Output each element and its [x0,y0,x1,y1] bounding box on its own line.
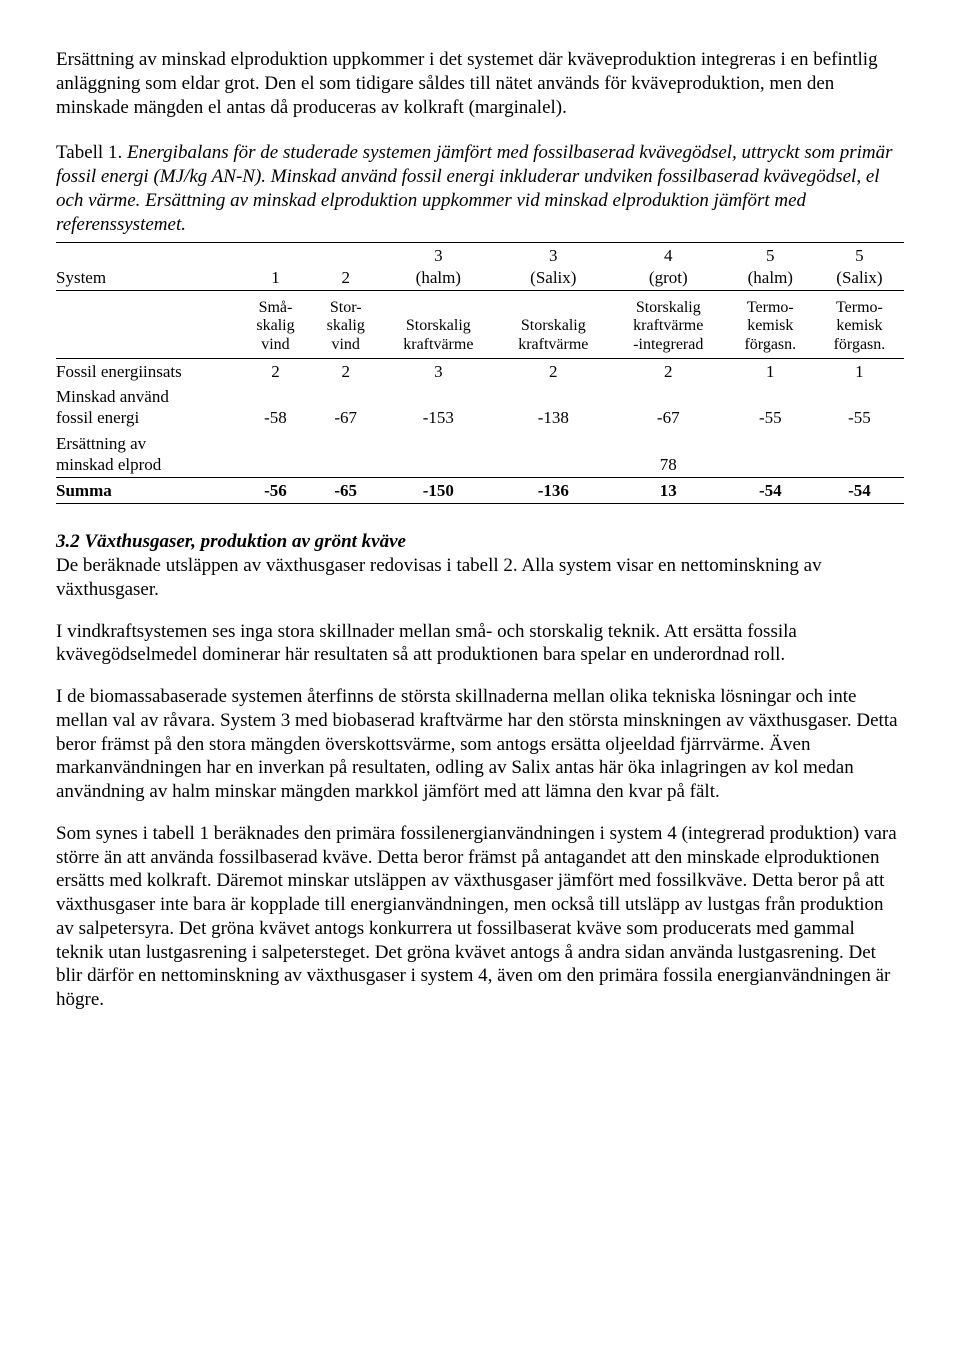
table1-header-col: 3(halm) [381,243,496,291]
section-3-2-p1: De beräknade utsläppen av växthusgaser r… [56,554,904,602]
table1-header-system: System [56,243,240,291]
table1-header-col: 2 [311,243,381,291]
table1-cell: -54 [726,478,815,504]
section-3-2-title: 3.2 Växthusgaser, produktion av grönt kv… [56,530,904,554]
table1-cell: -150 [381,478,496,504]
table1-subheader-col: Stor-skaligvind [311,290,381,358]
table1-cell [726,431,815,478]
table1-cell: -55 [815,384,904,431]
table1-row: Minskad användfossil energi -58 -67 -153… [56,384,904,431]
table1-header-col: 5(Salix) [815,243,904,291]
table1-row: Ersättning avminskad elprod 78 [56,431,904,478]
table1-cell: 1 [726,358,815,384]
table1-cell: 2 [496,358,611,384]
table1-row-label: Minskad användfossil energi [56,384,240,431]
table1-subheader-row: Små-skaligvind Stor-skaligvind Storskali… [56,290,904,358]
table1-cell: 2 [240,358,310,384]
table1-row-summa: Summa -56 -65 -150 -136 13 -54 -54 [56,478,904,504]
table1-cell: 1 [815,358,904,384]
table1-cell: 3 [381,358,496,384]
table1: System 1 2 3(halm) 3(Salix) 4(grot) 5(ha… [56,242,904,504]
table1-subheader-col: Storskaligkraftvärme-integrerad [611,290,726,358]
table1-row-label: Fossil energiinsats [56,358,240,384]
table1-subheader-col: Storskaligkraftvärme [381,290,496,358]
table1-cell [240,431,310,478]
table1-subheader-col: Termo-kemiskförgasn. [815,290,904,358]
table1-row: Fossil energiinsats 2 2 3 2 2 1 1 [56,358,904,384]
table1-cell: -136 [496,478,611,504]
table1-header-col: 4(grot) [611,243,726,291]
table1-subheader-col: Storskaligkraftvärme [496,290,611,358]
table1-cell [311,431,381,478]
table1-header-col: 1 [240,243,310,291]
table1-cell: 2 [311,358,381,384]
table1-header-col: 5(halm) [726,243,815,291]
table1-cell: -65 [311,478,381,504]
section-3-2-p4: Som synes i tabell 1 beräknades den prim… [56,822,904,1012]
section-3-2-p2: I vindkraftsystemen ses inga stora skill… [56,620,904,668]
table1-cell [815,431,904,478]
table1-header-row: System 1 2 3(halm) 3(Salix) 4(grot) 5(ha… [56,243,904,291]
table1-caption: Tabell 1. Energibalans för de studerade … [56,141,904,236]
table1-subheader-col: Små-skaligvind [240,290,310,358]
table1-caption-body: Energibalans för de studerade systemen j… [56,142,892,234]
table1-row-label: Summa [56,478,240,504]
table1-cell: -153 [381,384,496,431]
table1-cell: -56 [240,478,310,504]
table1-cell: -58 [240,384,310,431]
table1-cell: -67 [311,384,381,431]
table1-cell [496,431,611,478]
table1-cell: 13 [611,478,726,504]
table1-cell: -67 [611,384,726,431]
table1-subheader-blank [56,290,240,358]
table1-header-col: 3(Salix) [496,243,611,291]
table1-cell [381,431,496,478]
section-3-2-p3: I de biomassabaserade systemen återfinns… [56,685,904,804]
table1-cell: -138 [496,384,611,431]
table1-cell: 2 [611,358,726,384]
table1-cell: -54 [815,478,904,504]
table1-cell: -55 [726,384,815,431]
table1-cell: 78 [611,431,726,478]
intro-paragraph: Ersättning av minskad elproduktion uppko… [56,48,904,119]
table1-subheader-col: Termo-kemiskförgasn. [726,290,815,358]
table1-caption-lead: Tabell 1. [56,142,127,163]
table1-row-label: Ersättning avminskad elprod [56,431,240,478]
